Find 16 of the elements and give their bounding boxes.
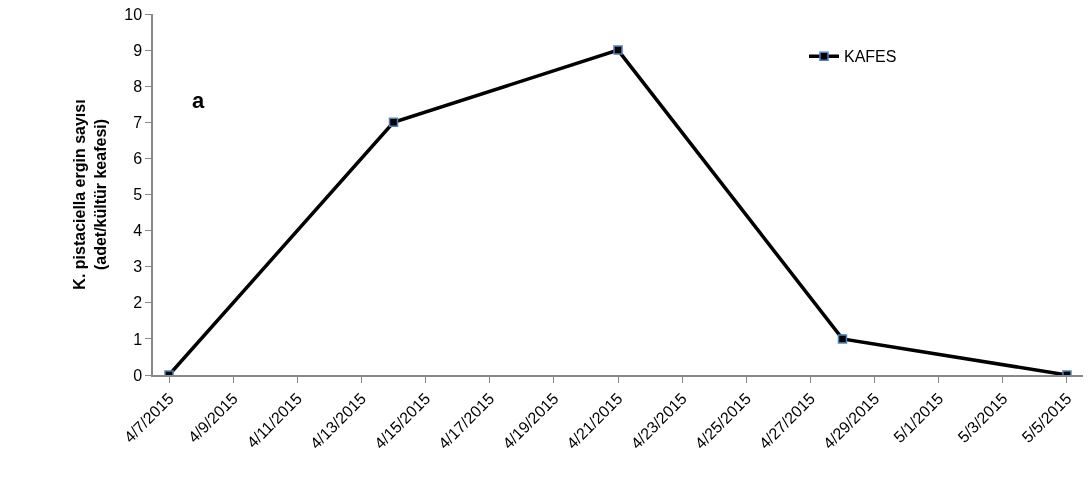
y-tick-label: 4 [133, 222, 143, 240]
y-tick-label: 0 [133, 366, 143, 384]
y-tick-label: 10 [124, 5, 143, 23]
legend-label: KAFES [844, 48, 897, 66]
y-tick-label: 7 [133, 113, 143, 131]
y-tick-label: 8 [133, 77, 143, 95]
y-axis-title: K. pistaciella ergin sayısı (adet/kültür keafesi) [70, 99, 109, 290]
y-tick-label: 3 [133, 258, 143, 276]
point [613, 45, 623, 55]
point [388, 117, 399, 128]
annotation: a [192, 88, 205, 113]
y-tick-label: 9 [133, 41, 143, 59]
y-tick-label: 2 [133, 294, 143, 312]
y-tick-label: 6 [133, 150, 143, 167]
y-tick-label: 5 [133, 186, 143, 204]
y-tick-label: 1 [133, 330, 143, 348]
